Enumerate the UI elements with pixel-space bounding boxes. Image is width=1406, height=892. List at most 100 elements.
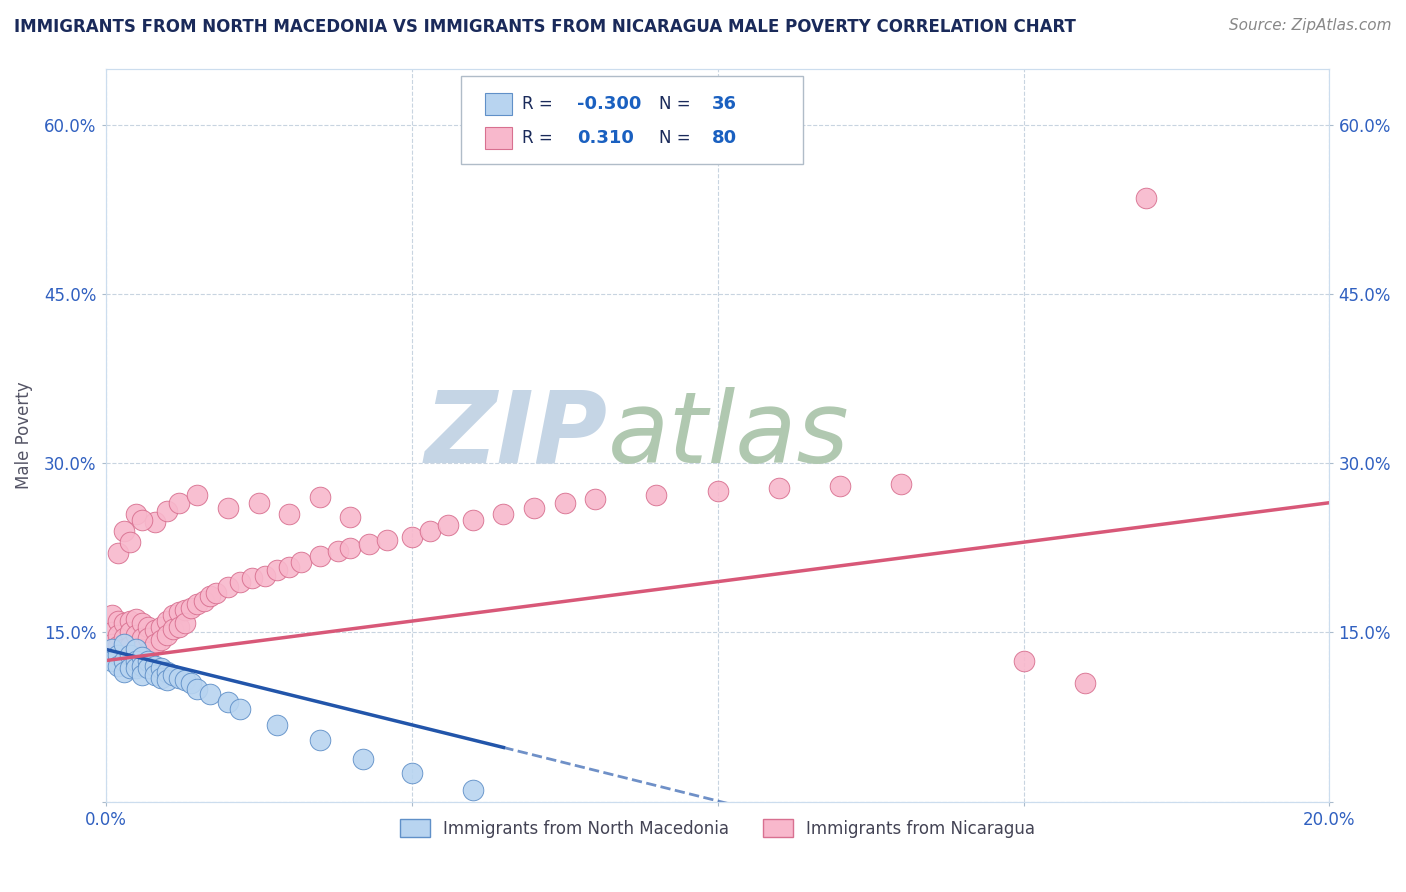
- Point: [149, 661, 172, 675]
- Point: [554, 496, 576, 510]
- Point: [174, 616, 197, 631]
- Point: [125, 642, 148, 657]
- Point: [107, 639, 129, 653]
- Point: [204, 586, 226, 600]
- Text: 80: 80: [711, 129, 737, 147]
- Point: [461, 783, 484, 797]
- Point: [890, 476, 912, 491]
- Point: [125, 507, 148, 521]
- Point: [131, 659, 153, 673]
- Point: [107, 546, 129, 560]
- Point: [706, 484, 728, 499]
- Bar: [485, 128, 512, 149]
- Point: [186, 681, 208, 696]
- Point: [180, 676, 202, 690]
- Text: Source: ZipAtlas.com: Source: ZipAtlas.com: [1229, 18, 1392, 33]
- Y-axis label: Male Poverty: Male Poverty: [15, 381, 32, 489]
- Point: [167, 496, 190, 510]
- Point: [156, 673, 179, 687]
- Point: [125, 661, 148, 675]
- Point: [278, 507, 301, 521]
- Point: [149, 620, 172, 634]
- Point: [583, 492, 606, 507]
- Point: [131, 513, 153, 527]
- Point: [174, 603, 197, 617]
- Point: [112, 631, 135, 645]
- Point: [156, 665, 179, 679]
- Point: [198, 688, 221, 702]
- Point: [308, 549, 330, 563]
- Point: [125, 628, 148, 642]
- Point: [186, 488, 208, 502]
- Point: [156, 614, 179, 628]
- Point: [419, 524, 441, 538]
- Point: [143, 668, 166, 682]
- Point: [828, 479, 851, 493]
- Point: [138, 631, 160, 645]
- Point: [107, 648, 129, 662]
- Text: 0.310: 0.310: [576, 129, 634, 147]
- Point: [149, 633, 172, 648]
- Point: [125, 642, 148, 657]
- Point: [186, 597, 208, 611]
- Point: [290, 556, 312, 570]
- Bar: [485, 94, 512, 115]
- Point: [143, 637, 166, 651]
- Text: -0.300: -0.300: [576, 95, 641, 113]
- Point: [167, 671, 190, 685]
- Text: N =: N =: [659, 95, 690, 113]
- Point: [131, 668, 153, 682]
- Point: [162, 668, 184, 682]
- Point: [401, 766, 423, 780]
- Text: atlas: atlas: [607, 386, 849, 483]
- Point: [138, 620, 160, 634]
- Point: [149, 671, 172, 685]
- Text: 36: 36: [711, 95, 737, 113]
- Point: [125, 654, 148, 668]
- Point: [162, 622, 184, 636]
- Point: [120, 535, 142, 549]
- Point: [217, 580, 239, 594]
- Point: [100, 654, 122, 668]
- Point: [328, 544, 350, 558]
- Point: [180, 600, 202, 615]
- Point: [112, 642, 135, 657]
- Point: [120, 614, 142, 628]
- Point: [143, 659, 166, 673]
- Point: [138, 654, 160, 668]
- Point: [229, 574, 252, 589]
- Point: [645, 488, 668, 502]
- Point: [125, 612, 148, 626]
- Text: IMMIGRANTS FROM NORTH MACEDONIA VS IMMIGRANTS FROM NICARAGUA MALE POVERTY CORREL: IMMIGRANTS FROM NORTH MACEDONIA VS IMMIG…: [14, 18, 1076, 36]
- Point: [174, 673, 197, 687]
- Point: [266, 718, 288, 732]
- Point: [131, 616, 153, 631]
- Point: [1135, 191, 1157, 205]
- Point: [768, 481, 790, 495]
- Point: [100, 625, 122, 640]
- Text: N =: N =: [659, 129, 690, 147]
- Point: [120, 625, 142, 640]
- Point: [120, 648, 142, 662]
- Point: [253, 569, 276, 583]
- Point: [112, 654, 135, 668]
- Point: [308, 490, 330, 504]
- Point: [112, 616, 135, 631]
- Point: [156, 503, 179, 517]
- Point: [100, 642, 122, 657]
- FancyBboxPatch shape: [461, 76, 803, 164]
- Point: [242, 571, 264, 585]
- Point: [143, 623, 166, 637]
- Point: [138, 661, 160, 675]
- Point: [437, 518, 460, 533]
- Point: [162, 608, 184, 623]
- Point: [357, 537, 380, 551]
- Point: [120, 639, 142, 653]
- Text: R =: R =: [522, 129, 553, 147]
- Point: [1073, 676, 1095, 690]
- Point: [266, 563, 288, 577]
- Point: [217, 501, 239, 516]
- Point: [131, 631, 153, 645]
- Legend: Immigrants from North Macedonia, Immigrants from Nicaragua: Immigrants from North Macedonia, Immigra…: [394, 813, 1042, 845]
- Point: [401, 530, 423, 544]
